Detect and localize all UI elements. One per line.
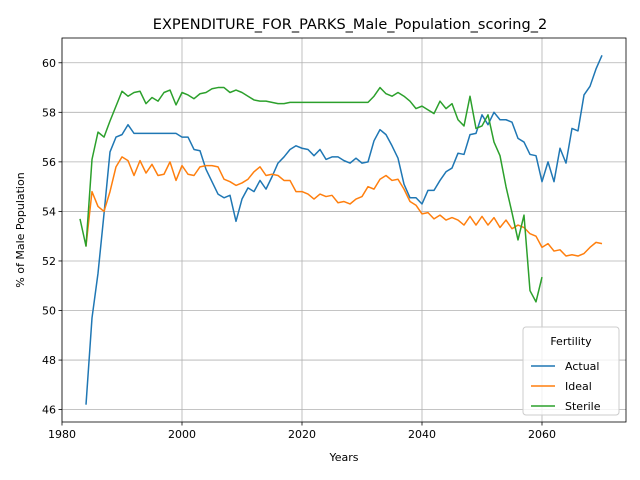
x-axis-label: Years xyxy=(328,451,358,464)
y-tick-label: 52 xyxy=(42,255,56,268)
y-tick-label: 58 xyxy=(42,106,56,119)
legend: Fertility Actual Ideal Sterile xyxy=(522,326,620,416)
x-tick-label: 1980 xyxy=(48,428,76,441)
y-tick-label: 46 xyxy=(42,404,56,417)
legend-label-sterile: Sterile xyxy=(565,400,601,413)
legend-title: Fertility xyxy=(550,335,592,348)
series-lines xyxy=(79,55,603,405)
series-line-actual xyxy=(85,55,603,405)
legend-label-ideal: Ideal xyxy=(565,380,592,393)
legend-box xyxy=(522,326,620,416)
y-tick-label: 60 xyxy=(42,57,56,70)
x-tick-label: 2020 xyxy=(288,428,316,441)
y-axis: 46 48 50 52 54 56 58 60 xyxy=(42,57,62,417)
y-tick-label: 56 xyxy=(42,156,56,169)
legend-label-actual: Actual xyxy=(565,360,599,373)
plot-frame xyxy=(61,37,627,423)
legend-entries: Actual Ideal Sterile xyxy=(531,360,601,413)
y-axis-label: % of Male Population xyxy=(14,172,27,287)
x-tick-label: 2060 xyxy=(528,428,556,441)
y-tick-label: 48 xyxy=(42,354,56,367)
chart-title: EXPENDITURE_FOR_PARKS_Male_Population_sc… xyxy=(153,17,547,33)
y-tick-label: 50 xyxy=(42,305,56,318)
y-tick-label: 54 xyxy=(42,205,56,218)
x-axis: 1980 2000 2020 2040 2060 xyxy=(48,422,556,441)
x-tick-label: 2000 xyxy=(168,428,196,441)
series-line-sterile xyxy=(79,86,543,303)
x-tick-label: 2040 xyxy=(408,428,436,441)
grid-lines xyxy=(61,38,626,422)
series-line-ideal xyxy=(85,156,603,257)
